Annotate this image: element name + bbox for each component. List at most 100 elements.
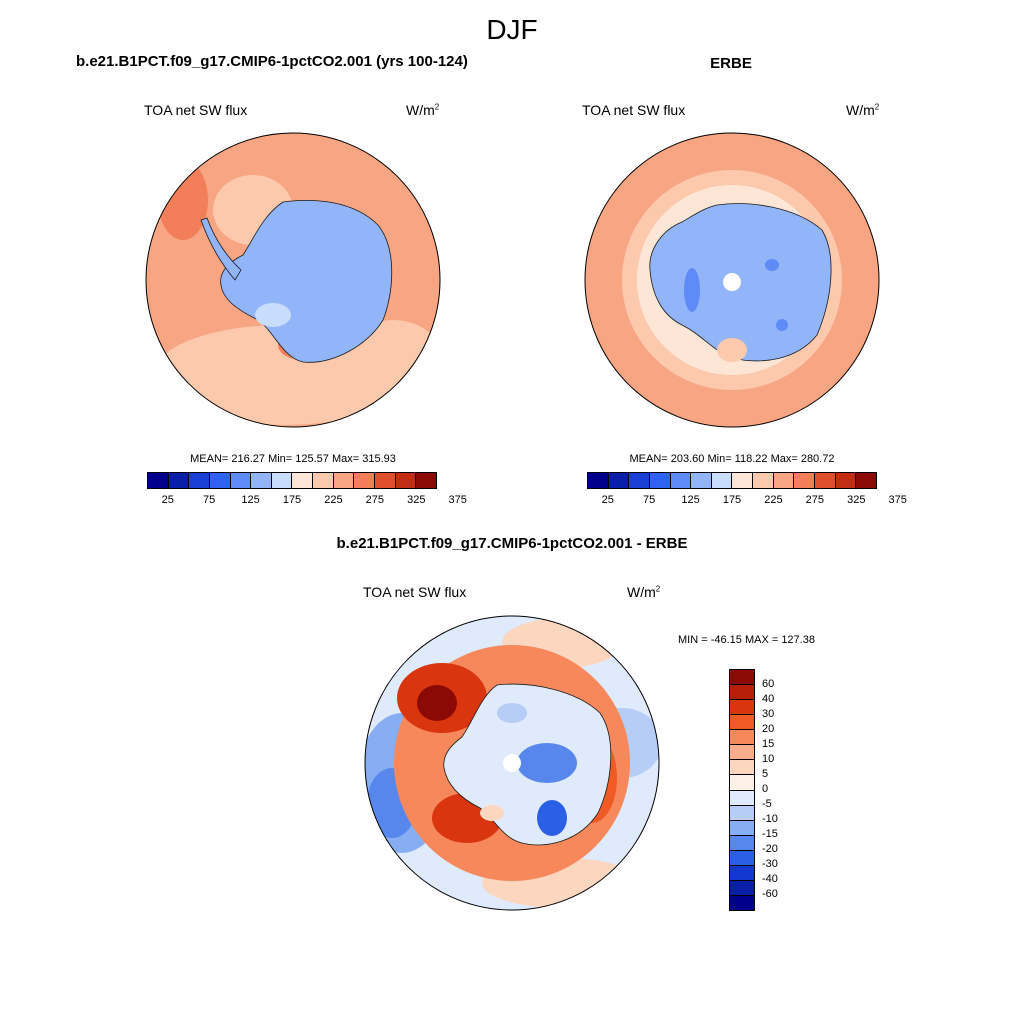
figure-title: DJF bbox=[486, 14, 538, 45]
model-colorbar-swatch bbox=[271, 473, 293, 488]
diff-colorbar-tick: 5 bbox=[762, 768, 769, 780]
diff-colorbar-tick: 20 bbox=[762, 723, 775, 735]
diff-colorbar-tick: -20 bbox=[762, 843, 778, 855]
diff-colorbar-swatch bbox=[730, 670, 754, 686]
diff-colorbar-swatch bbox=[730, 715, 754, 731]
obs-colorbar-tick: 25 bbox=[601, 494, 614, 506]
diff-colorbar-tick: 10 bbox=[762, 753, 775, 765]
model-colorbar-tick: 275 bbox=[365, 494, 385, 506]
obs-colorbar-swatch bbox=[773, 473, 795, 488]
diff-colorbar-tick: -30 bbox=[762, 858, 778, 870]
diff-colorbar-swatch bbox=[730, 820, 754, 836]
diff-colorbar-swatch bbox=[730, 865, 754, 881]
model-colorbar-swatch bbox=[251, 473, 272, 488]
diff-colorbar-swatch bbox=[730, 685, 754, 701]
diff-colorbar-tick: 15 bbox=[762, 738, 775, 750]
model-polar-map bbox=[145, 132, 441, 428]
diff-colorbar-swatch bbox=[730, 835, 754, 851]
obs-colorbar bbox=[587, 472, 877, 489]
obs-colorbar-swatch bbox=[588, 473, 609, 488]
diff-colorbar-tick: -5 bbox=[762, 798, 772, 810]
obs-colorbar-swatch bbox=[732, 473, 754, 488]
obs-colorbar-tick: 275 bbox=[805, 494, 825, 506]
diff-colorbar-tick: -15 bbox=[762, 828, 778, 840]
diff-colorbar-swatch bbox=[730, 760, 754, 776]
diff-panel-title: b.e21.B1PCT.f09_g17.CMIP6-1pctCO2.001 - … bbox=[336, 535, 688, 552]
diff-polar-map bbox=[364, 615, 660, 911]
diff-colorbar-tick: 40 bbox=[762, 693, 775, 705]
model-colorbar-swatch bbox=[148, 473, 169, 488]
model-colorbar-tick: 325 bbox=[407, 494, 426, 506]
model-colorbar-swatch bbox=[395, 473, 417, 488]
model-colorbar-swatch bbox=[292, 473, 314, 488]
diff-colorbar-swatch bbox=[730, 745, 754, 761]
diff-colorbar-tick: 0 bbox=[762, 783, 769, 795]
diff-colorbar-tick: 60 bbox=[762, 678, 775, 690]
diff-colorbar-tick: 30 bbox=[762, 708, 775, 720]
obs-colorbar-swatch bbox=[835, 473, 857, 488]
diff-variable-label: TOA net SW flux bbox=[363, 584, 467, 600]
diff-colorbar-tick: -40 bbox=[762, 873, 778, 885]
obs-panel-title: ERBE bbox=[710, 55, 752, 72]
diff-colorbar-swatch bbox=[730, 850, 754, 866]
model-colorbar-tick: 125 bbox=[241, 494, 260, 506]
diff-colorbar-swatch bbox=[730, 880, 754, 896]
obs-colorbar-tick: 175 bbox=[722, 494, 742, 506]
model-colorbar-swatch bbox=[189, 473, 210, 488]
diff-colorbar-ticks: 60 40 30 20 15 10 5 0 -5 -10 -15 -20 -30 -40 -60 bbox=[762, 669, 802, 909]
diff-colorbar bbox=[729, 669, 755, 911]
diff-colorbar-swatch bbox=[730, 730, 754, 746]
model-colorbar-swatch bbox=[313, 473, 334, 488]
model-colorbar-tick: 225 bbox=[324, 494, 343, 506]
obs-colorbar-swatch bbox=[670, 473, 692, 488]
diff-colorbar-swatches bbox=[729, 669, 755, 911]
diff-colorbar-swatch bbox=[730, 700, 754, 716]
obs-colorbar-swatch bbox=[629, 473, 650, 488]
diff-colorbar-swatch bbox=[730, 895, 754, 910]
obs-colorbar-swatch bbox=[856, 473, 876, 488]
obs-colorbar-ticks: 25 75 125 175 225 275 325 375 bbox=[587, 494, 907, 508]
model-colorbar-swatch bbox=[333, 473, 355, 488]
obs-colorbar-tick: 225 bbox=[764, 494, 783, 506]
obs-colorbar-tick: 375 bbox=[888, 494, 907, 506]
diff-units-label: W/m2 bbox=[627, 584, 661, 600]
model-colorbar-swatch bbox=[230, 473, 252, 488]
model-variable-label: TOA net SW flux bbox=[144, 102, 248, 118]
diff-colorbar-tick: -60 bbox=[762, 888, 778, 900]
model-colorbar-swatch bbox=[168, 473, 190, 488]
diff-colorbar-swatch bbox=[730, 805, 754, 821]
obs-colorbar-swatch bbox=[711, 473, 733, 488]
model-colorbar-tick: 75 bbox=[203, 494, 216, 506]
model-colorbar-swatch bbox=[209, 473, 231, 488]
diff-colorbar-tick: -10 bbox=[762, 813, 778, 825]
model-colorbar bbox=[147, 472, 437, 489]
obs-colorbar-swatch bbox=[794, 473, 816, 488]
model-colorbar-swatch bbox=[354, 473, 376, 488]
obs-colorbar-swatch bbox=[753, 473, 774, 488]
model-colorbar-tick: 375 bbox=[448, 494, 467, 506]
obs-colorbar-swatch bbox=[608, 473, 630, 488]
model-colorbar-swatch bbox=[416, 473, 436, 488]
diff-min-max: MIN = -46.15 MAX = 127.38 bbox=[678, 634, 815, 646]
model-colorbar-swatch bbox=[375, 473, 396, 488]
model-units-label: W/m2 bbox=[406, 102, 440, 118]
obs-colorbar-tick: 325 bbox=[847, 494, 866, 506]
obs-colorbar-swatch bbox=[649, 473, 671, 488]
obs-variable-label: TOA net SW flux bbox=[582, 102, 686, 118]
obs-stats: MEAN= 203.60 Min= 118.22 Max= 280.72 bbox=[629, 453, 835, 465]
model-panel-title: b.e21.B1PCT.f09_g17.CMIP6-1pctCO2.001 (y… bbox=[76, 53, 468, 70]
obs-colorbar-swatch bbox=[815, 473, 836, 488]
obs-colorbar-swatch bbox=[691, 473, 712, 488]
obs-polar-map bbox=[584, 132, 880, 428]
model-colorbar-tick: 175 bbox=[282, 494, 302, 506]
diff-colorbar-swatch bbox=[730, 775, 754, 791]
model-colorbar-tick: 25 bbox=[161, 494, 174, 506]
diff-colorbar-swatch bbox=[730, 790, 754, 806]
model-colorbar-ticks: 25 75 125 175 225 275 325 375 bbox=[147, 494, 467, 508]
model-colorbar-swatches bbox=[147, 472, 437, 489]
obs-colorbar-swatches bbox=[587, 472, 877, 489]
obs-colorbar-tick: 75 bbox=[643, 494, 656, 506]
model-stats: MEAN= 216.27 Min= 125.57 Max= 315.93 bbox=[190, 453, 396, 465]
obs-colorbar-tick: 125 bbox=[681, 494, 700, 506]
obs-units-label: W/m2 bbox=[846, 102, 880, 118]
